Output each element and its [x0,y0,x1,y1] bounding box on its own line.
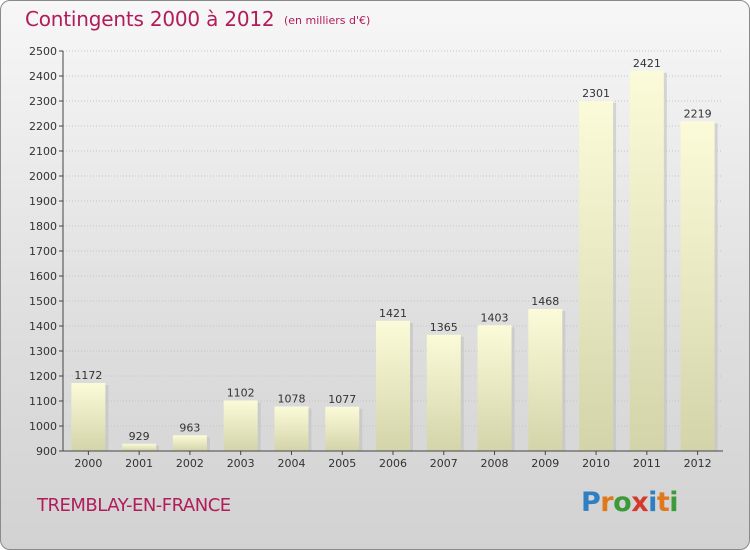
x-tick-label: 2009 [531,457,559,470]
y-tick-label: 1000 [29,420,57,433]
bar-value-label: 1102 [227,387,255,400]
y-tick-label: 2300 [29,95,57,108]
x-tick-label: 2002 [176,457,204,470]
x-tick-label: 2005 [328,457,356,470]
bar-value-label: 1077 [328,393,356,406]
x-tick-label: 2012 [684,457,712,470]
x-tick-label: 2000 [74,457,102,470]
bar-value-label: 1421 [379,307,407,320]
bar-value-label: 2421 [633,57,661,70]
x-tick-label: 2010 [582,457,610,470]
y-tick-label: 1900 [29,195,57,208]
bar-value-label: 929 [129,430,150,443]
bar [629,70,664,451]
bar [376,320,410,451]
y-tick-label: 1100 [29,395,57,408]
y-tick-label: 1600 [29,270,57,283]
bar [579,100,614,451]
y-tick-label: 2100 [29,145,57,158]
y-tick-label: 1200 [29,370,57,383]
x-tick-label: 2006 [379,457,407,470]
y-tick-label: 1500 [29,295,57,308]
bar-value-label: 963 [179,421,200,434]
bar-value-label: 1403 [481,311,509,324]
chart-title: Contingents 2000 à 2012 [25,7,275,31]
chart-subtitle: (en milliers d'€) [284,14,371,27]
bar [680,121,715,451]
y-tick-label: 2400 [29,70,57,83]
bar [71,383,106,451]
y-tick-label: 1400 [29,320,57,333]
x-tick-label: 2004 [277,457,305,470]
bar [223,400,258,451]
bar [426,334,461,451]
bar [274,406,309,451]
y-tick-label: 2500 [29,45,57,58]
proxiti-logo: Proxiti [581,487,679,518]
bar [528,309,563,451]
y-tick-label: 900 [36,445,57,458]
bar-value-label: 2301 [582,87,610,100]
bar-value-label: 1468 [531,295,559,308]
x-tick-label: 2007 [430,457,458,470]
bar-value-label: 1365 [430,321,458,334]
bar-value-label: 1172 [74,369,102,382]
commune-name: TREMBLAY-EN-FRANCE [37,495,231,516]
bar-value-label: 2219 [684,107,712,120]
bar-value-label: 1078 [277,393,305,406]
bar [477,325,512,451]
x-tick-label: 2003 [227,457,255,470]
bar [122,443,157,451]
y-tick-label: 1800 [29,220,57,233]
bar [172,435,207,451]
bar [325,406,360,451]
x-tick-label: 2001 [125,457,153,470]
x-tick-label: 2008 [481,457,509,470]
y-tick-label: 2200 [29,120,57,133]
x-tick-label: 2011 [633,457,661,470]
y-tick-label: 1300 [29,345,57,358]
y-tick-label: 2000 [29,170,57,183]
y-tick-label: 1700 [29,245,57,258]
